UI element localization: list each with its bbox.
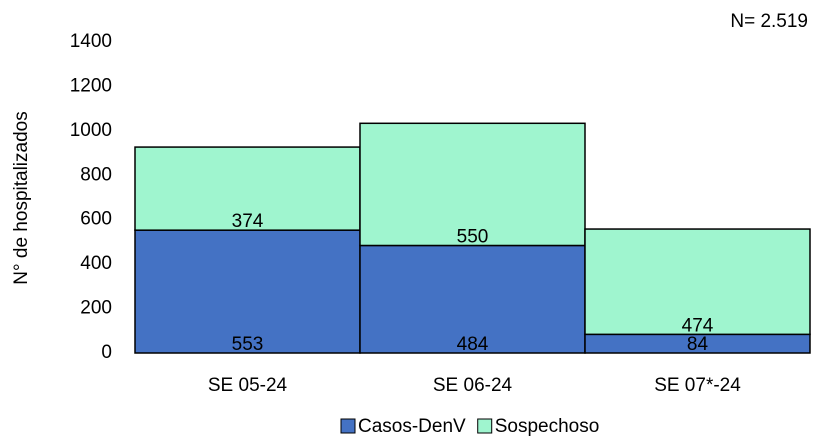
y-tick-label: 200: [80, 298, 112, 319]
y-tick-label: 1000: [70, 120, 112, 141]
y-tick-label: 800: [80, 164, 112, 185]
data-label: 374: [232, 211, 264, 232]
legend-label: Casos-DenV: [358, 416, 466, 437]
y-tick-label: 0: [101, 342, 112, 363]
x-tick-label: SE 06-24: [433, 375, 513, 396]
data-label: 84: [687, 334, 709, 355]
legend-marker: [477, 418, 493, 434]
y-tick-label: 400: [80, 253, 112, 274]
bar-segment: [134, 146, 361, 231]
data-label: 553: [232, 334, 264, 355]
x-tick-label: SE 07*-24: [654, 375, 741, 396]
legend-label: Sospechoso: [495, 416, 600, 437]
y-tick-label: 600: [80, 209, 112, 230]
y-tick-label: 1400: [70, 31, 112, 52]
annotation: N= 2.519: [730, 11, 808, 32]
bar-segment: [584, 228, 811, 336]
legend-marker: [340, 418, 356, 434]
data-label: 474: [682, 315, 714, 336]
data-label: 550: [457, 226, 489, 247]
bar-segment: [359, 122, 586, 247]
y-tick-label: 1200: [70, 75, 112, 96]
bar-segment: [134, 229, 361, 354]
y-axis-label: N° de hospitalizados: [11, 111, 32, 284]
data-label: 484: [457, 334, 489, 355]
x-tick-label: SE 05-24: [208, 375, 288, 396]
